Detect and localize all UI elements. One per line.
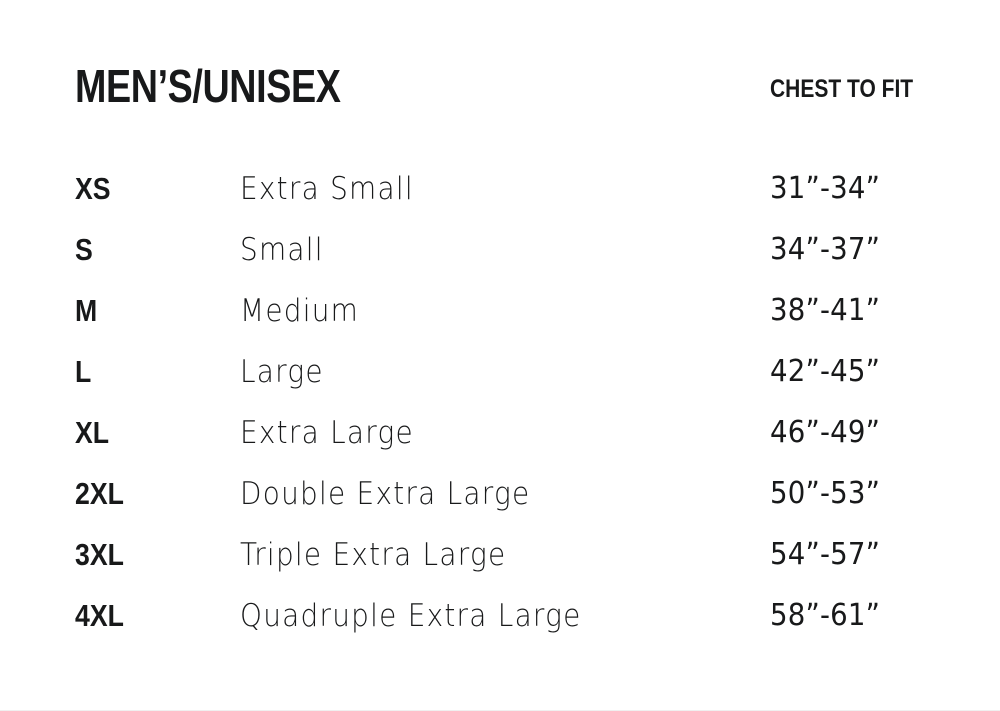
table-row: L Large 42”-45” (0, 351, 1000, 412)
chest-measurement: 34”-37” (770, 232, 881, 267)
chest-measurement: 46”-49” (770, 415, 881, 450)
size-name: Extra Small (240, 171, 414, 207)
size-code: 3XL (75, 537, 124, 572)
size-name: Medium (240, 293, 360, 329)
table-row: 3XL Triple Extra Large 54”-57” (0, 534, 1000, 595)
size-name: Quadruple Extra Large (240, 598, 582, 634)
chest-measurement: 38”-41” (770, 293, 881, 328)
chest-measurement: 58”-61” (770, 598, 881, 633)
size-code: 2XL (75, 476, 124, 511)
size-name: Extra Large (240, 415, 414, 451)
table-row: XL Extra Large 46”-49” (0, 412, 1000, 473)
size-code: L (75, 354, 92, 389)
page-title: MEN’S/UNISEX (75, 60, 341, 112)
size-code: XL (75, 415, 110, 450)
size-name: Double Extra Large (240, 476, 531, 512)
column-header-chest-to-fit: CHEST TO FIT (770, 75, 914, 103)
size-code: XS (75, 171, 111, 206)
table-row: 2XL Double Extra Large 50”-53” (0, 473, 1000, 534)
chest-measurement: 31”-34” (770, 171, 881, 206)
table-row: S Small 34”-37” (0, 229, 1000, 290)
chest-measurement: 50”-53” (770, 476, 881, 511)
size-code: M (75, 293, 98, 328)
table-row: 4XL Quadruple Extra Large 58”-61” (0, 595, 1000, 656)
chest-measurement: 42”-45” (770, 354, 881, 389)
chest-measurement: 54”-57” (770, 537, 881, 572)
size-name: Triple Extra Large (240, 537, 507, 573)
size-table-body: XS Extra Small 31”-34” S Small 34”-37” M Medium… (0, 168, 1000, 656)
table-row: XS Extra Small 31”-34” (0, 168, 1000, 229)
size-code: 4XL (75, 598, 124, 633)
chart-header: MEN’S/UNISEX CHEST TO FIT (0, 60, 1000, 116)
table-row: M Medium 38”-41” (0, 290, 1000, 351)
size-name: Small (240, 232, 324, 268)
size-code: S (75, 232, 93, 267)
size-name: Large (240, 354, 324, 390)
